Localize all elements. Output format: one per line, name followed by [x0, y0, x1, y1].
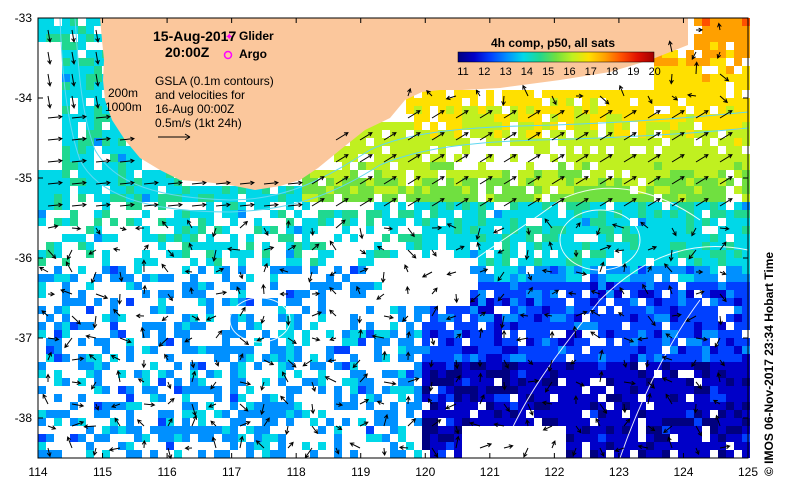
legend-argo-label: Argo: [239, 47, 267, 61]
x-tick-label: 119: [351, 465, 371, 479]
x-tick-label: 114: [28, 465, 48, 479]
legend-glider-label: Glider: [239, 29, 274, 43]
axis-ticks: [37, 17, 749, 458]
header-date: 15-Aug-2017: [153, 28, 237, 44]
colorbar-tick-label: 16: [563, 66, 576, 78]
colorbar-tick-label: 12: [478, 66, 491, 78]
colorbar-tick-label: 11: [457, 66, 469, 78]
x-tick-label: 118: [286, 465, 306, 479]
velocity-vectors: [38, 22, 733, 460]
x-tick-label: 124: [673, 465, 694, 479]
product-label: 4h comp, p50, all sats: [491, 36, 616, 50]
x-tick-label: 125: [737, 465, 759, 479]
x-tick-label: 122: [544, 465, 565, 479]
x-tick-label: 121: [479, 465, 500, 479]
colorbar-tick-label: 18: [605, 66, 619, 78]
x-tick-label: 123: [608, 465, 629, 479]
y-tick-label: -33: [14, 11, 32, 25]
y-tick-label: -38: [14, 411, 32, 425]
isobath-1000m: [59, 17, 749, 213]
y-tick-label: -34: [14, 91, 32, 105]
x-tick-label: 116: [157, 465, 177, 479]
header-time: 20:00Z: [165, 44, 210, 60]
isobath-200-label: 200m: [108, 86, 139, 100]
colorbar-tick-label: 19: [627, 66, 640, 78]
footer-credit: © IMOS 06-Nov-2017 23:34 Hobart Time: [762, 251, 776, 476]
colorbar: [457, 51, 655, 63]
gsla-contours: [229, 187, 749, 459]
scale-arrow-head: [184, 133, 191, 141]
colorbar-tick-label: 20: [648, 66, 661, 78]
x-tick-label: 117: [222, 465, 242, 479]
colorbar-tick-label: 14: [520, 66, 534, 78]
colorbar-tick-label: 15: [542, 66, 555, 78]
annotation-line3: 16-Aug 00:00Z: [155, 102, 235, 116]
glider-marker-icon: ✦: [225, 32, 233, 43]
y-tick-label: -37: [14, 331, 32, 345]
annotation-line2: and velocities for: [155, 88, 246, 102]
annotation-line1: GSLA (0.1m contours): [155, 74, 274, 88]
colorbar-tick-label: 17: [584, 66, 597, 78]
isobath-1000-label: 1000m: [105, 100, 142, 114]
argo-marker-icon: [223, 50, 233, 60]
plot-frame: [37, 17, 749, 459]
y-tick-label: -36: [14, 251, 32, 265]
annotation-line4: 0.5m/s (1kt 24h): [155, 116, 242, 130]
y-tick-label: -35: [14, 171, 32, 185]
x-tick-label: 120: [415, 465, 436, 479]
isobath-200m: [74, 17, 749, 201]
x-tick-label: 115: [92, 465, 113, 479]
colorbar-tick-label: 13: [499, 66, 512, 78]
